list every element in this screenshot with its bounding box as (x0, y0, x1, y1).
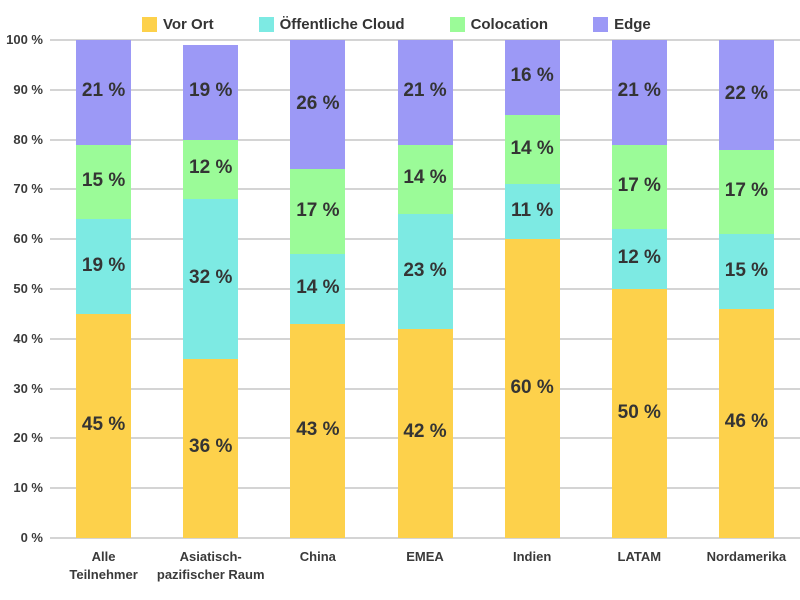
bar-value-label: 23 % (403, 259, 447, 281)
y-axis-tick-label: 100 % (6, 32, 43, 47)
bar-segment: 14 % (397, 144, 453, 215)
bar-segment: 32 % (183, 199, 239, 359)
bar-segment: 50 % (611, 289, 667, 538)
legend-item: Colocation (449, 16, 549, 33)
bar-value-label: 50 % (617, 401, 661, 423)
bar-value-label: 15 % (724, 259, 769, 281)
y-axis-tick-label: 40 % (13, 330, 43, 346)
x-axis-label-line: Indien (513, 549, 552, 564)
bar-segment: 17 % (290, 169, 346, 255)
bar-segment: 22 % (718, 40, 774, 150)
bar-value-label: 21 % (81, 80, 126, 102)
legend-item: Vor Ort (142, 16, 214, 33)
x-axis-category-label: Indien (452, 548, 612, 566)
bar-segment: 19 % (76, 219, 132, 314)
y-axis-tick-label: 30 % (13, 380, 43, 396)
bar-segment: 15 % (76, 144, 132, 220)
bar-value-label: 14 % (296, 276, 340, 298)
bar-value-label: 45 % (81, 413, 126, 435)
y-axis-tick-label: 90 % (13, 81, 43, 97)
x-axis-label-line: Nordamerika (706, 549, 787, 564)
bar-value-label: 17 % (724, 179, 769, 201)
bar-segment: 26 % (290, 40, 346, 170)
bar-segment: 43 % (290, 323, 346, 538)
x-axis-label-line: Asiatisch- (179, 549, 242, 564)
bar-value-label: 19 % (81, 254, 126, 276)
y-axis-tick-label: 60 % (13, 231, 43, 247)
bar-segment: 42 % (397, 328, 453, 538)
x-axis-category-label: Asiatisch-pazifischer Raum (131, 548, 291, 584)
bar-value-label: 46 % (724, 411, 769, 433)
bar-value-label: 32 % (189, 267, 233, 289)
bar-segment: 45 % (76, 313, 132, 538)
legend-label: Colocation (470, 16, 549, 33)
bar-segment: 46 % (718, 308, 774, 538)
legend-swatch-icon (449, 17, 465, 32)
legend-label: Edge (614, 16, 651, 33)
x-axis-category-label: LATAM (559, 548, 719, 566)
bar-value-label: 21 % (617, 80, 661, 102)
bar-segment: 23 % (397, 214, 453, 329)
bar-segment: 14 % (290, 254, 346, 324)
bar-value-label: 17 % (296, 199, 340, 221)
bar-segment: 12 % (183, 139, 239, 200)
bar-value-label: 14 % (403, 167, 447, 189)
bar-value-label: 43 % (296, 418, 340, 440)
bar-segment: 19 % (183, 44, 239, 140)
bar-segment: 21 % (76, 40, 132, 145)
y-axis-tick-label: 0 % (20, 530, 43, 545)
legend-item: Edge (593, 16, 651, 33)
y-axis-tick-label: 10 % (13, 480, 43, 496)
bar-segment: 36 % (183, 358, 239, 538)
x-axis-label-line: China (299, 549, 336, 564)
bar-segment: 17 % (718, 149, 774, 235)
x-axis-label-line: EMEA (406, 549, 444, 564)
legend-swatch-icon (142, 17, 157, 32)
bar-segment: 16 % (504, 40, 560, 115)
bar-value-label: 12 % (617, 247, 661, 269)
bar-value-label: 15 % (81, 169, 126, 191)
bar-segment: 11 % (504, 184, 560, 240)
legend-swatch-icon (258, 17, 274, 32)
bar-value-label: 16 % (510, 65, 554, 87)
legend-swatch-icon (593, 17, 609, 32)
x-axis-label-line: Teilnehmer (69, 567, 138, 582)
bar-value-label: 21 % (403, 80, 447, 102)
bar-value-label: 36 % (189, 436, 233, 458)
legend-item: Öffentliche Cloud (258, 16, 405, 33)
bar-value-label: 12 % (189, 157, 233, 179)
bar-value-label: 17 % (617, 174, 661, 196)
x-axis-label-line: LATAM (617, 549, 662, 564)
bar-segment: 21 % (611, 40, 667, 145)
y-axis-tick-label: 70 % (13, 181, 43, 197)
bar-segment: 17 % (611, 144, 667, 230)
bar-segment: 15 % (718, 234, 774, 309)
bar-value-label: 60 % (510, 376, 554, 398)
bar-segment: 60 % (504, 239, 560, 538)
y-axis-tick-label: 20 % (13, 430, 43, 446)
x-axis-label-line: pazifischer Raum (156, 567, 265, 582)
bar-value-label: 11 % (511, 199, 554, 221)
legend-label: Vor Ort (163, 16, 214, 33)
x-axis-category-label: EMEA (345, 548, 505, 566)
x-axis-category-label: China (238, 548, 398, 566)
bar-segment: 12 % (611, 229, 667, 289)
y-axis-tick-label: 80 % (13, 131, 43, 147)
x-axis-category-label: Nordamerika (666, 548, 800, 566)
y-axis-tick-label: 50 % (13, 281, 43, 296)
bar-value-label: 14 % (510, 137, 554, 159)
bar-segment: 14 % (504, 114, 560, 185)
bar-value-label: 26 % (296, 92, 340, 114)
x-axis-label-line: Alle (91, 549, 116, 564)
gridline (50, 537, 800, 539)
bar-value-label: 42 % (403, 421, 447, 443)
chart-legend: Vor Ort Öffentliche Cloud Colocation Edge (142, 16, 651, 33)
x-axis-category-label: Alle Teilnehmer (24, 548, 184, 584)
bar-value-label: 22 % (724, 82, 769, 104)
bar-segment: 21 % (397, 40, 453, 145)
legend-label: Öffentliche Cloud (279, 16, 405, 33)
bar-value-label: 19 % (189, 80, 233, 102)
